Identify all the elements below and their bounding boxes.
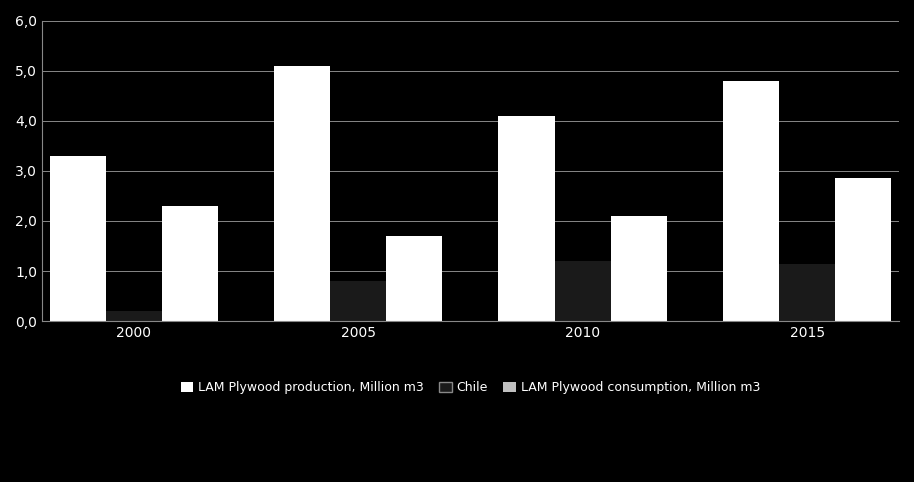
Bar [274,66,330,321]
Bar [611,216,667,321]
Bar [498,116,555,321]
Bar [779,264,835,321]
Bar [387,236,442,321]
Bar [555,261,611,321]
Bar [106,311,162,321]
Bar [835,178,891,321]
Bar [49,156,106,321]
Bar [330,281,387,321]
Bar [162,206,218,321]
Bar [723,80,779,321]
Legend: LAM Plywood production, Million m3, Chile, LAM Plywood consumption, Million m3: LAM Plywood production, Million m3, Chil… [175,376,765,399]
